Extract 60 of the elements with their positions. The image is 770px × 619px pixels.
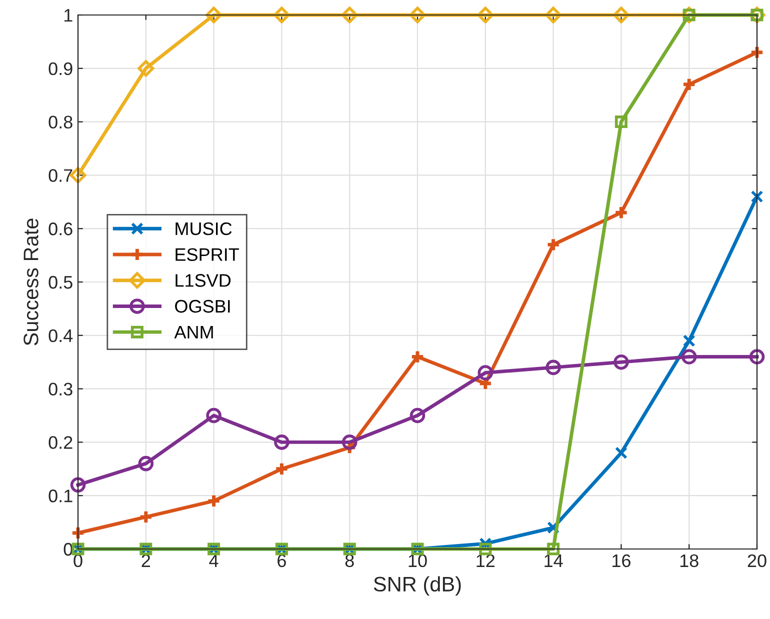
point xyxy=(478,365,494,380)
point xyxy=(682,77,696,92)
legend-label: L1SVD xyxy=(176,274,231,287)
x-tick-label: 0 xyxy=(74,554,82,568)
point xyxy=(612,6,630,24)
point xyxy=(682,334,696,347)
point xyxy=(274,434,290,450)
point xyxy=(681,349,697,364)
x-tick-label: 8 xyxy=(345,554,354,568)
x-axis-title: SNR (dB) xyxy=(374,576,461,596)
point xyxy=(545,6,562,24)
point xyxy=(410,349,425,364)
point xyxy=(749,349,765,364)
point xyxy=(750,190,764,203)
point xyxy=(410,408,426,424)
y-tick-label: 0.6 xyxy=(48,222,72,236)
y-tick-label: 0.8 xyxy=(48,116,72,129)
x-tick-label: 20 xyxy=(748,554,766,568)
x-tick-label: 4 xyxy=(209,554,218,567)
x-tick-label: 14 xyxy=(544,554,563,567)
point xyxy=(206,6,222,24)
point xyxy=(70,526,86,540)
x-tick-label: 6 xyxy=(278,554,286,568)
legend-label: OGSBI xyxy=(175,300,230,313)
point xyxy=(341,6,358,24)
point xyxy=(547,542,560,556)
point xyxy=(477,6,494,24)
y-tick-label: 0.9 xyxy=(48,62,72,76)
point xyxy=(273,6,290,24)
point xyxy=(614,205,628,220)
point xyxy=(409,6,426,24)
point xyxy=(206,494,222,508)
point xyxy=(546,360,561,376)
x-tick-label: 12 xyxy=(476,554,495,567)
point xyxy=(206,408,222,424)
y-tick-label: 0.5 xyxy=(48,276,72,289)
x-tick-label: 18 xyxy=(680,554,698,568)
y-tick-label: 0.2 xyxy=(48,436,72,449)
point xyxy=(614,354,629,370)
y-axis-title: Success Rate xyxy=(24,218,38,346)
y-tick-label: 0 xyxy=(64,542,72,556)
point xyxy=(138,456,154,472)
point xyxy=(614,116,628,128)
x-tick-label: 16 xyxy=(612,554,630,568)
y-tick-label: 0.3 xyxy=(48,382,72,396)
point xyxy=(274,462,289,476)
legend-label: ESPRIT xyxy=(176,248,240,261)
point xyxy=(342,434,358,450)
y-tick-label: 1 xyxy=(64,9,72,22)
point xyxy=(614,446,628,460)
x-tick-label: 10 xyxy=(408,554,427,568)
point xyxy=(750,45,764,60)
point xyxy=(138,60,154,77)
legend-label: ANM xyxy=(174,326,213,338)
point xyxy=(138,510,154,524)
legend-label: MUSIC xyxy=(176,222,232,236)
point xyxy=(479,542,492,556)
point xyxy=(546,237,561,252)
y-tick-label: 0.1 xyxy=(48,490,72,502)
y-tick-label: 0.4 xyxy=(48,329,73,342)
